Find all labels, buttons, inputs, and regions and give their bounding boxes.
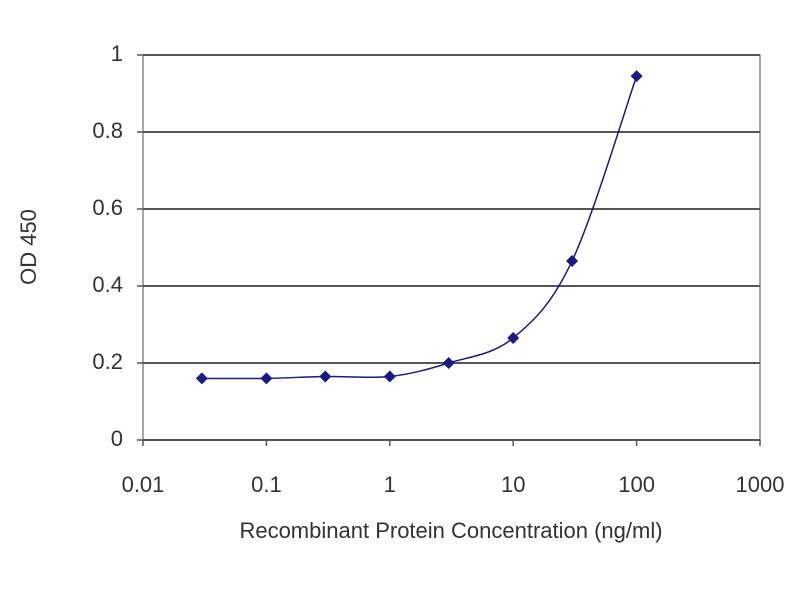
x-tick-label: 0.1 — [251, 472, 282, 497]
x-tick-label: 10 — [501, 472, 525, 497]
y-tick-label: 0.4 — [92, 272, 123, 297]
data-point — [566, 254, 579, 267]
data-point — [442, 357, 455, 369]
x-tick-label: 1000 — [736, 472, 785, 497]
x-tick-label: 1 — [384, 472, 396, 497]
y-tick-label: 1 — [111, 41, 123, 66]
y-axis-title: OD 450 — [16, 209, 41, 285]
x-axis-title: Recombinant Protein Concentration (ng/ml… — [239, 518, 662, 543]
data-point — [383, 370, 396, 383]
data-point — [319, 370, 332, 383]
y-tick-label: 0.6 — [92, 195, 123, 220]
y-tick-label: 0.8 — [92, 118, 123, 143]
x-tick-label: 0.01 — [122, 472, 165, 497]
data-point — [507, 331, 520, 344]
plot-area — [142, 54, 761, 441]
data-point — [260, 372, 273, 385]
data-point — [630, 70, 643, 83]
data-point — [195, 372, 208, 385]
x-tick-label: 100 — [618, 472, 655, 497]
y-tick-label: 0.2 — [92, 349, 123, 374]
y-tick-label: 0 — [111, 426, 123, 451]
